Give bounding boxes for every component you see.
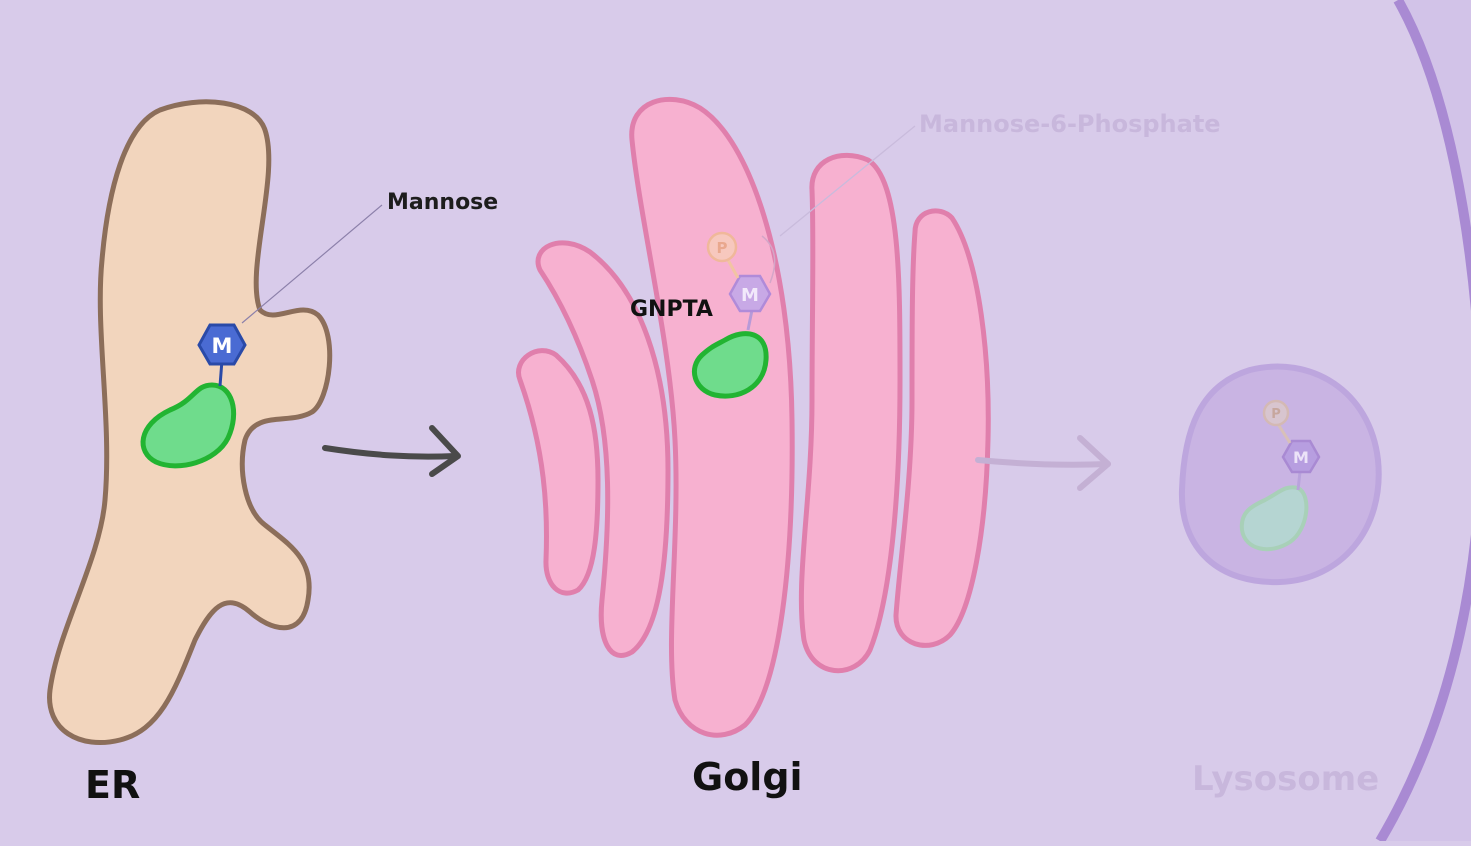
golgi-cisterna-2 — [535, 240, 671, 658]
faded-phosphate-circle-icon — [706, 231, 738, 263]
lysosome-label: Lysosome — [1192, 759, 1379, 799]
gnpta-label: GNPTA — [630, 297, 713, 322]
er-to-golgi-arrow — [322, 445, 458, 460]
gnpta-pointer — [761, 235, 776, 284]
er-protein — [140, 382, 237, 469]
lysosome-mannose-glyph: M — [1293, 448, 1309, 467]
golgi-cisterna-3 — [629, 97, 795, 738]
lysosome-protein — [1239, 485, 1309, 552]
lysosome-phosphate-circle-icon — [1262, 399, 1290, 427]
lysosome-phosphate-link — [1276, 423, 1292, 444]
er-to-golgi-arrowhead — [429, 425, 461, 477]
golgi-protein — [691, 331, 769, 399]
golgi-cisterna-1 — [516, 348, 601, 596]
mannose-hexagon-icon — [197, 323, 247, 366]
lysosome-organelle — [1178, 363, 1382, 586]
faded-phosphate-glyph: P — [717, 239, 728, 257]
golgi-label: Golgi — [692, 755, 803, 799]
mannose-callout-line — [241, 204, 383, 324]
phosphate-link — [726, 259, 740, 279]
golgi-to-lysosome-arrow — [975, 457, 1111, 468]
golgi-cisterna-4 — [798, 153, 903, 674]
mannose-label: Mannose — [387, 190, 498, 215]
mannose-glyph: M — [212, 334, 233, 358]
cell-membrane — [1375, 0, 1471, 844]
er-label: ER — [85, 763, 140, 807]
m6p-callout-line — [779, 125, 916, 237]
faded-mannose-glyph: M — [741, 285, 759, 306]
m6p-label: Mannose-6-Phosphate — [919, 110, 1221, 138]
golgi-to-lysosome-arrowhead — [1077, 435, 1111, 491]
faded-mannose-hexagon-icon — [728, 274, 772, 313]
lysosome-phosphate-glyph: P — [1271, 407, 1281, 422]
golgi-apparatus — [516, 97, 991, 738]
lysosome-mannose-hexagon-icon — [1281, 439, 1321, 474]
golgi-cisterna-5 — [893, 208, 991, 648]
golgi-mannose-link — [746, 309, 754, 331]
lysosome-mannose-link — [1296, 471, 1302, 491]
cell-membrane-outer — [1380, 0, 1471, 841]
